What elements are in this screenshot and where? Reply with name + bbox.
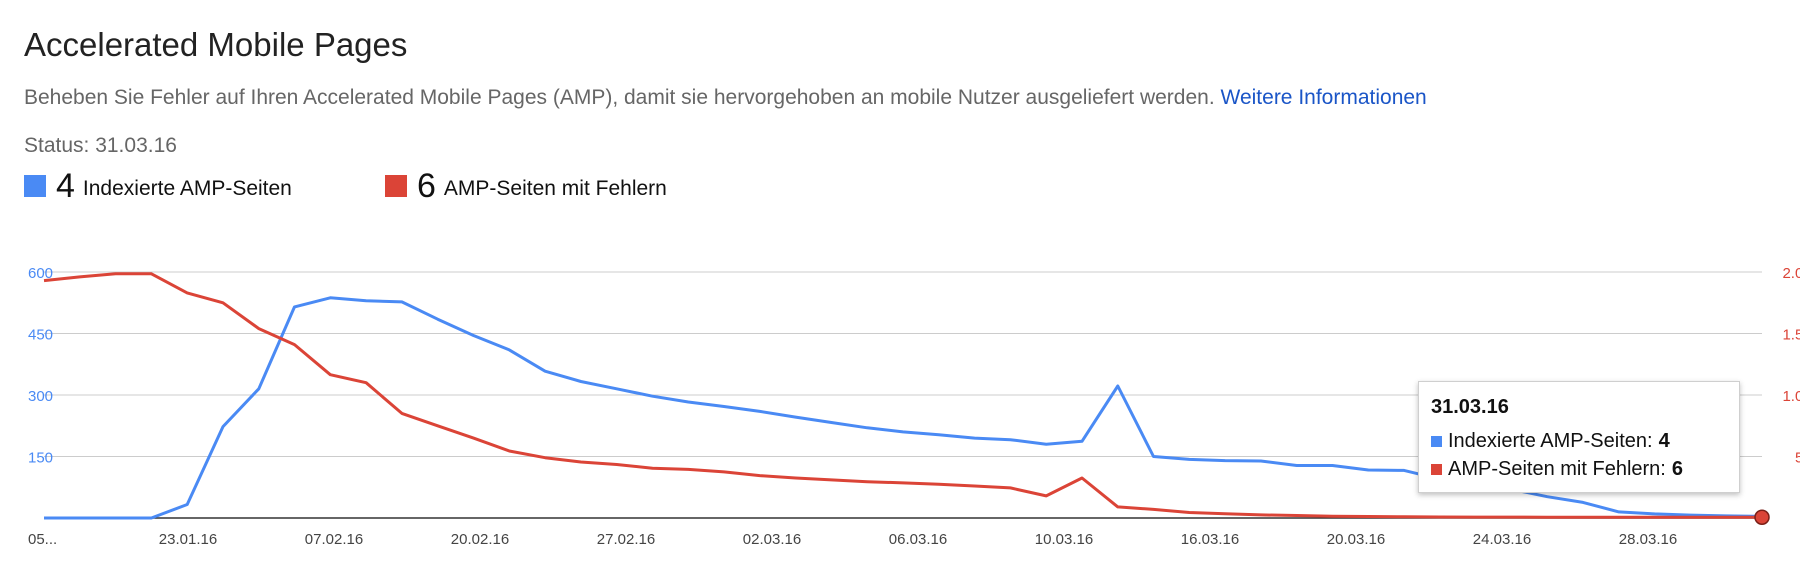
chart-tooltip: 31.03.16 Indexierte AMP-Seiten: 4 AMP-Se…: [1418, 381, 1740, 493]
x-tick-label: 10.03.16: [1035, 531, 1093, 548]
tooltip-indexed-label: Indexierte AMP-Seiten:: [1448, 430, 1653, 452]
x-tick-label: 28.03.16: [1619, 531, 1677, 548]
x-tick-label: 20.03.16: [1327, 531, 1385, 548]
legend-indexed-count: 4: [56, 166, 75, 205]
y-right-tick-label: 1.000: [1782, 388, 1800, 405]
hover-point-marker[interactable]: [1754, 509, 1770, 526]
y-left-tick-label: 300: [28, 388, 53, 405]
y-right-tick-label: 2.000: [1782, 265, 1800, 282]
legend-errors-count: 6: [417, 166, 436, 205]
legend-indexed-label: Indexierte AMP-Seiten: [82, 177, 292, 200]
tooltip-date: 31.03.16: [1431, 396, 1509, 418]
x-tick-label: 07.02.16: [305, 531, 363, 548]
x-tick-label: 05...: [28, 531, 57, 548]
page-description: Beheben Sie Fehler auf Ihren Accelerated…: [24, 86, 1427, 110]
y-left-tick-label: 450: [28, 327, 53, 344]
tooltip-row-errors: AMP-Seiten mit Fehlern: 6: [1431, 458, 1683, 481]
tooltip-indexed-swatch: [1431, 436, 1442, 447]
tooltip-errors-swatch: [1431, 464, 1442, 475]
description-text: Beheben Sie Fehler auf Ihren Accelerated…: [24, 86, 1215, 109]
y-right-tick-label: 500: [1795, 450, 1800, 467]
x-tick-label: 02.03.16: [743, 531, 801, 548]
more-info-link[interactable]: Weitere Informationen: [1220, 86, 1427, 109]
tooltip-indexed-value: 4: [1658, 430, 1670, 452]
x-tick-label: 16.03.16: [1181, 531, 1239, 548]
page-title: Accelerated Mobile Pages: [24, 26, 408, 63]
y-left-tick-label: 600: [28, 265, 53, 282]
legend-errors[interactable]: 6 AMP-Seiten mit Fehlern: [385, 166, 667, 206]
y-left-tick-label: 150: [28, 450, 53, 467]
x-tick-label: 06.03.16: [889, 531, 947, 548]
status-date: Status: 31.03.16: [24, 134, 177, 157]
x-tick-label: 20.02.16: [451, 531, 509, 548]
x-tick-label: 27.02.16: [597, 531, 655, 548]
x-tick-label: 23.01.16: [159, 531, 217, 548]
legend-errors-label: AMP-Seiten mit Fehlern: [443, 177, 667, 200]
tooltip-errors-value: 6: [1671, 458, 1683, 480]
legend-indexed[interactable]: 4 Indexierte AMP-Seiten: [24, 166, 292, 206]
x-tick-label: 24.03.16: [1473, 531, 1531, 548]
legend-indexed-swatch: [24, 175, 46, 197]
tooltip-row-indexed: Indexierte AMP-Seiten: 4: [1431, 430, 1670, 453]
y-right-tick-label: 1.500: [1782, 327, 1800, 344]
legend-errors-swatch: [385, 175, 407, 197]
tooltip-errors-label: AMP-Seiten mit Fehlern:: [1448, 458, 1666, 480]
series-line-errors: [43, 272, 1762, 519]
